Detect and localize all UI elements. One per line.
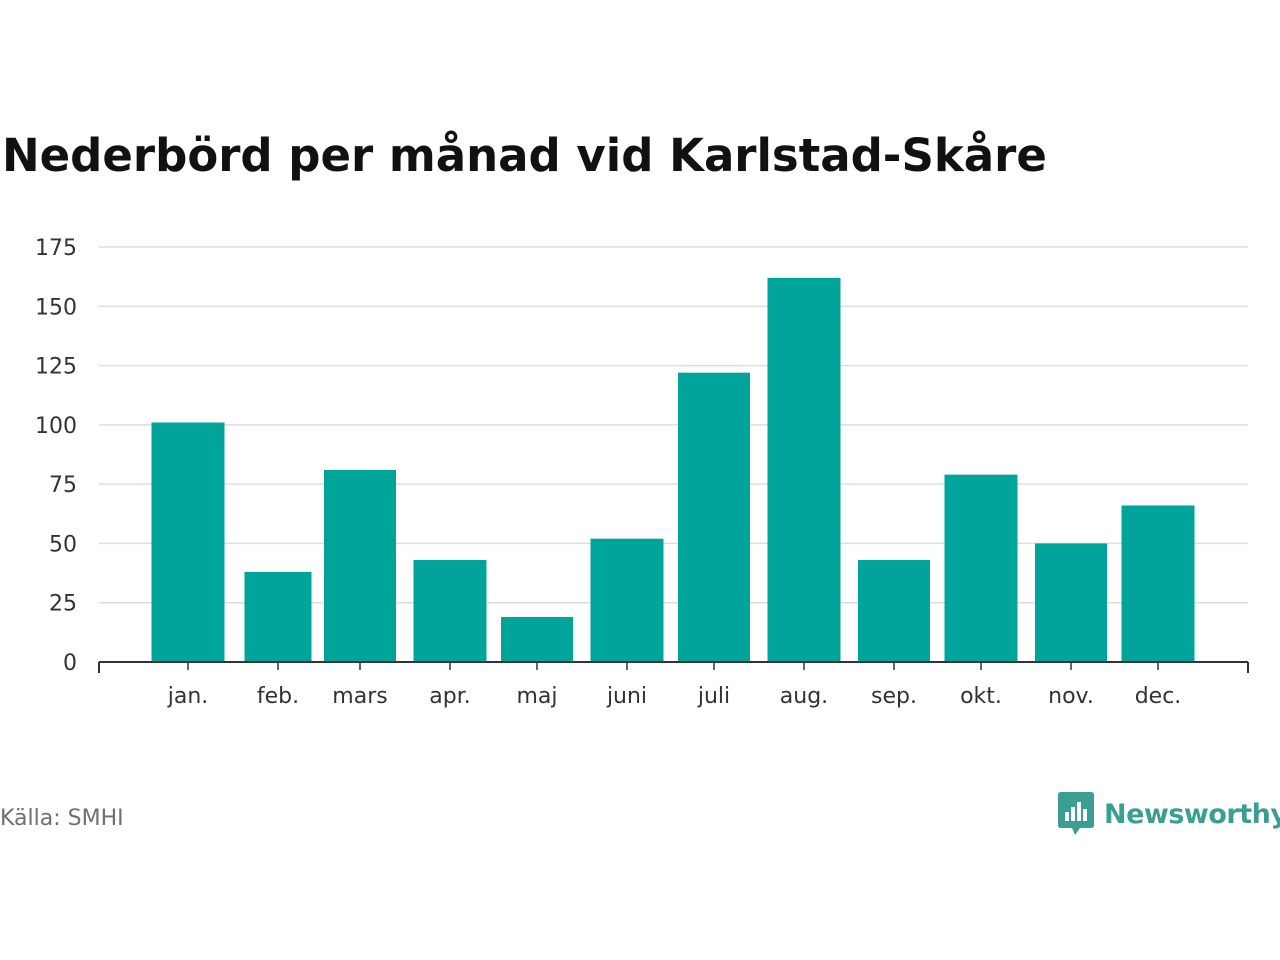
x-tick-label: nov.: [1048, 684, 1094, 709]
bar: [244, 571, 312, 662]
y-tick-label: 175: [35, 236, 77, 261]
bar: [944, 474, 1018, 662]
source-note: Källa: SMHI: [0, 806, 124, 831]
y-tick-label: 75: [49, 473, 77, 498]
y-axis-tick-labels: 0 25 50 75 100 125 150 175: [35, 236, 77, 676]
bar: [1121, 505, 1195, 662]
x-tick-label: jan.: [167, 684, 209, 709]
bar: [678, 372, 750, 662]
x-tick-label: apr.: [429, 684, 470, 709]
x-tick-label: mars: [332, 684, 387, 709]
bar: [1035, 543, 1107, 662]
x-tick-label: okt.: [960, 684, 1002, 709]
bar: [767, 277, 841, 662]
bar: [324, 469, 396, 662]
x-axis: [98, 661, 1249, 673]
y-tick-label: 150: [35, 295, 77, 320]
chart-title: Nederbörd per månad vid Karlstad-Skåre: [2, 129, 1047, 182]
y-tick-label: 100: [35, 414, 77, 439]
y-tick-label: 25: [49, 592, 77, 617]
bar: [151, 422, 225, 662]
y-tick-label: 0: [63, 651, 77, 676]
y-tick-label: 125: [35, 355, 77, 380]
x-tick-label: sep.: [871, 684, 917, 709]
brand-name: Newsworthy: [1104, 798, 1280, 830]
x-tick-label: aug.: [780, 684, 828, 709]
bar: [413, 560, 487, 662]
bar-chart-speech-bubble-icon: [1058, 792, 1094, 835]
x-tick-label: dec.: [1135, 684, 1182, 709]
x-axis-tick-labels: jan. feb. mars apr. maj juni juli aug. sep. okt. n…: [167, 684, 1182, 709]
brand-logo: Newsworthy: [1058, 792, 1280, 836]
bar: [858, 560, 930, 662]
x-tick-label: juni: [606, 684, 647, 709]
y-tick-label: 50: [49, 532, 77, 557]
bar: [501, 616, 573, 662]
bar: [590, 538, 664, 662]
x-tick-label: juli: [697, 684, 730, 709]
x-tick-label: maj: [516, 684, 557, 709]
bars: [151, 277, 1195, 662]
x-tick-label: feb.: [257, 684, 299, 709]
